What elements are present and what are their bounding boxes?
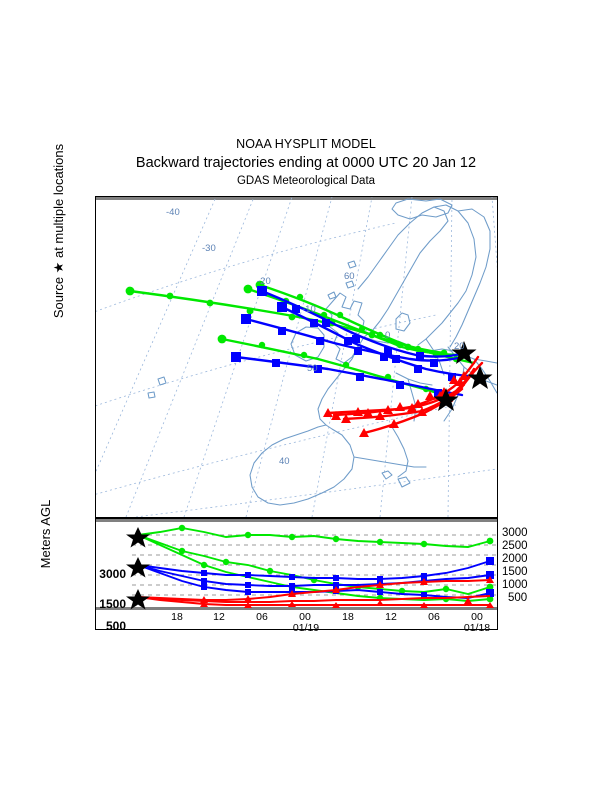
profile-ytick-right-1000: 1000 [502,579,528,591]
model-name: NOAA HYSPLIT MODEL [236,137,376,151]
height-profile-panel[interactable]: 3000 1500 500 [96,519,497,629]
map-panel[interactable]: -40 -30 -20 -10 0 60 50 40 20 [96,197,497,517]
map-gridlabel-lon-minus40: -40 [166,207,180,218]
star-icon: ★ [51,261,66,274]
profile-green-lines [137,527,491,602]
map-gridlabel-lon-0: 0 [385,330,391,341]
map-top-rail [96,197,497,200]
profile-ytick-left-1500: 1500 [99,597,126,611]
profile-ytick-right-2500: 2500 [502,540,528,552]
map-gridlabel-lat-40: 40 [279,456,290,467]
map-graphic [96,197,497,517]
profile-xtick-4: 18 [342,611,354,623]
profile-xtick-0: 18 [171,611,183,623]
profile-ytick-right-500: 500 [508,592,528,604]
plot-title-block: NOAA HYSPLIT MODEL Backward trajectories… [0,136,612,189]
map-gridlabel-lon-20: 20 [454,341,465,352]
red-trajectory-markers [323,371,469,437]
profile-xtick-3: 00 [299,611,311,623]
map-gridlabel-lat-50: 50 [307,363,318,374]
profile-ytick-left-500: 500 [105,619,126,629]
profile-gridlines [132,534,497,596]
profile-red-lines [137,579,491,606]
profile-xtick-2: 06 [256,611,268,623]
graticule [96,197,497,517]
source-caption-suffix: at multiple locations [51,143,66,259]
blue-trajectory-markers [231,286,456,397]
map-gridlabel-lon-minus10: -10 [302,304,316,315]
meters-agl-axis-caption: Meters AGL [38,499,53,569]
profile-xtick-1: 12 [213,611,225,623]
profile-xtick-3-date: 01/19 [292,622,320,634]
profile-ytick-right-3000: 3000 [502,527,528,539]
profile-ytick-right-2000: 2000 [502,553,528,565]
height-profile-graphic [96,524,497,610]
map-gridlabel-lon-minus30: -30 [202,243,216,254]
map-source-stars [433,341,493,411]
profile-baseline-rail [96,607,497,610]
profile-xtick-6: 06 [428,611,440,623]
profile-ytick-right-1500: 1500 [502,566,528,578]
profile-xtick-7-date: 01/18 [463,622,491,634]
map-gridlabel-lat-60: 60 [344,271,355,282]
green-trajectories [128,283,476,399]
profile-xtick-7: 00 [471,611,483,623]
map-gridlabel-lon-minus20: -20 [257,276,271,287]
run-description: Backward trajectories ending at 0000 UTC… [135,155,477,171]
profile-source-stars [126,527,150,610]
met-data-source: GDAS Meteorological Data [236,175,376,187]
profile-top-rail [96,519,497,522]
source-caption-prefix: Source [51,276,66,319]
source-axis-caption: Source ★ at multiple locations [51,131,73,331]
profile-red-markers [200,576,494,608]
profile-xtick-5: 12 [385,611,397,623]
profile-ytick-left-3000: 3000 [99,567,126,581]
